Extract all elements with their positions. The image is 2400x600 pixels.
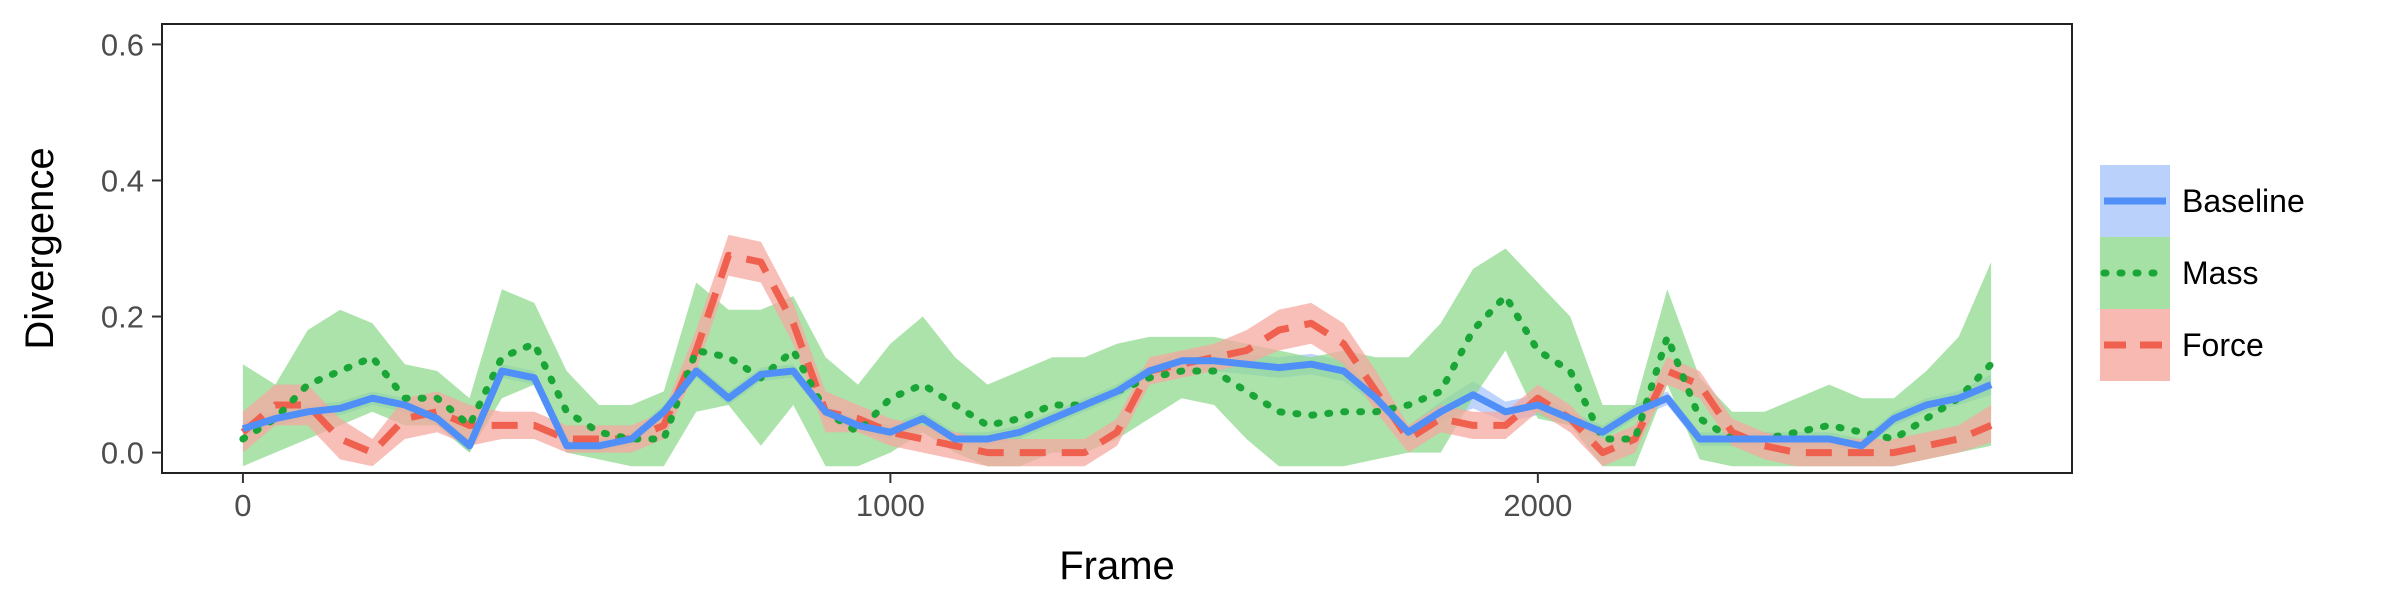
y-axis-title: Divergence xyxy=(18,147,62,349)
legend-label-mass: Mass xyxy=(2182,255,2258,291)
legend-label-baseline: Baseline xyxy=(2182,183,2305,219)
line-baseline xyxy=(241,357,1993,450)
y-tick-label: 0.0 xyxy=(101,436,144,471)
x-tick-label: 2000 xyxy=(1503,488,1572,523)
x-axis-title: Frame xyxy=(1059,544,1175,588)
x-axis: 0 1000 2000 xyxy=(234,473,1572,523)
legend: Baseline Mass Force xyxy=(2100,165,2305,381)
y-tick-label: 0.6 xyxy=(101,27,144,62)
x-tick-label: 0 xyxy=(234,488,251,523)
line-force xyxy=(240,251,1993,457)
x-tick-label: 1000 xyxy=(856,488,925,523)
y-tick-label: 0.4 xyxy=(101,163,144,198)
series-lines xyxy=(239,251,1995,457)
plot-panel-border xyxy=(161,23,2073,474)
y-tick-label: 0.2 xyxy=(101,300,144,335)
legend-label-force: Force xyxy=(2182,327,2264,363)
y-axis: 0.0 0.2 0.4 0.6 xyxy=(101,27,162,471)
